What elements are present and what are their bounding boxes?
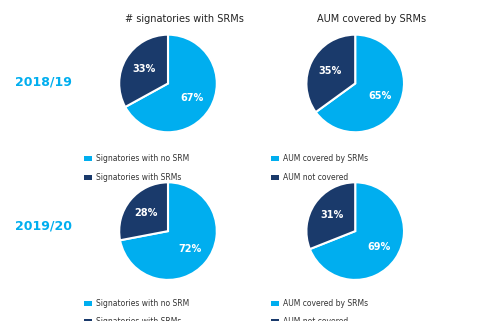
Text: AUM not covered: AUM not covered: [283, 173, 348, 182]
Text: 35%: 35%: [318, 65, 342, 76]
Text: 69%: 69%: [367, 242, 390, 252]
Wedge shape: [119, 35, 168, 107]
Wedge shape: [316, 35, 404, 132]
Text: AUM covered by SRMs: AUM covered by SRMs: [283, 299, 368, 308]
Wedge shape: [120, 182, 217, 280]
Text: 31%: 31%: [320, 210, 343, 220]
Text: 72%: 72%: [178, 244, 202, 254]
Text: 28%: 28%: [134, 208, 158, 218]
Text: Signatories with SRMs: Signatories with SRMs: [96, 173, 181, 182]
Wedge shape: [125, 35, 217, 132]
Text: Signatories with no SRM: Signatories with no SRM: [96, 154, 189, 163]
Text: 67%: 67%: [181, 93, 204, 103]
Text: 65%: 65%: [369, 91, 392, 101]
Text: Signatories with no SRM: Signatories with no SRM: [96, 299, 189, 308]
Text: # signatories with SRMs: # signatories with SRMs: [125, 14, 244, 24]
Text: 2018/19: 2018/19: [15, 75, 72, 88]
Text: AUM not covered: AUM not covered: [283, 317, 348, 321]
Text: Signatories with SRMs: Signatories with SRMs: [96, 317, 181, 321]
Text: 2019/20: 2019/20: [15, 220, 72, 233]
Text: 33%: 33%: [132, 64, 155, 74]
Wedge shape: [306, 35, 355, 112]
Text: AUM covered by SRMs: AUM covered by SRMs: [283, 154, 368, 163]
Wedge shape: [119, 182, 168, 240]
Wedge shape: [310, 182, 404, 280]
Text: AUM covered by SRMs: AUM covered by SRMs: [317, 14, 427, 24]
Wedge shape: [306, 182, 355, 249]
